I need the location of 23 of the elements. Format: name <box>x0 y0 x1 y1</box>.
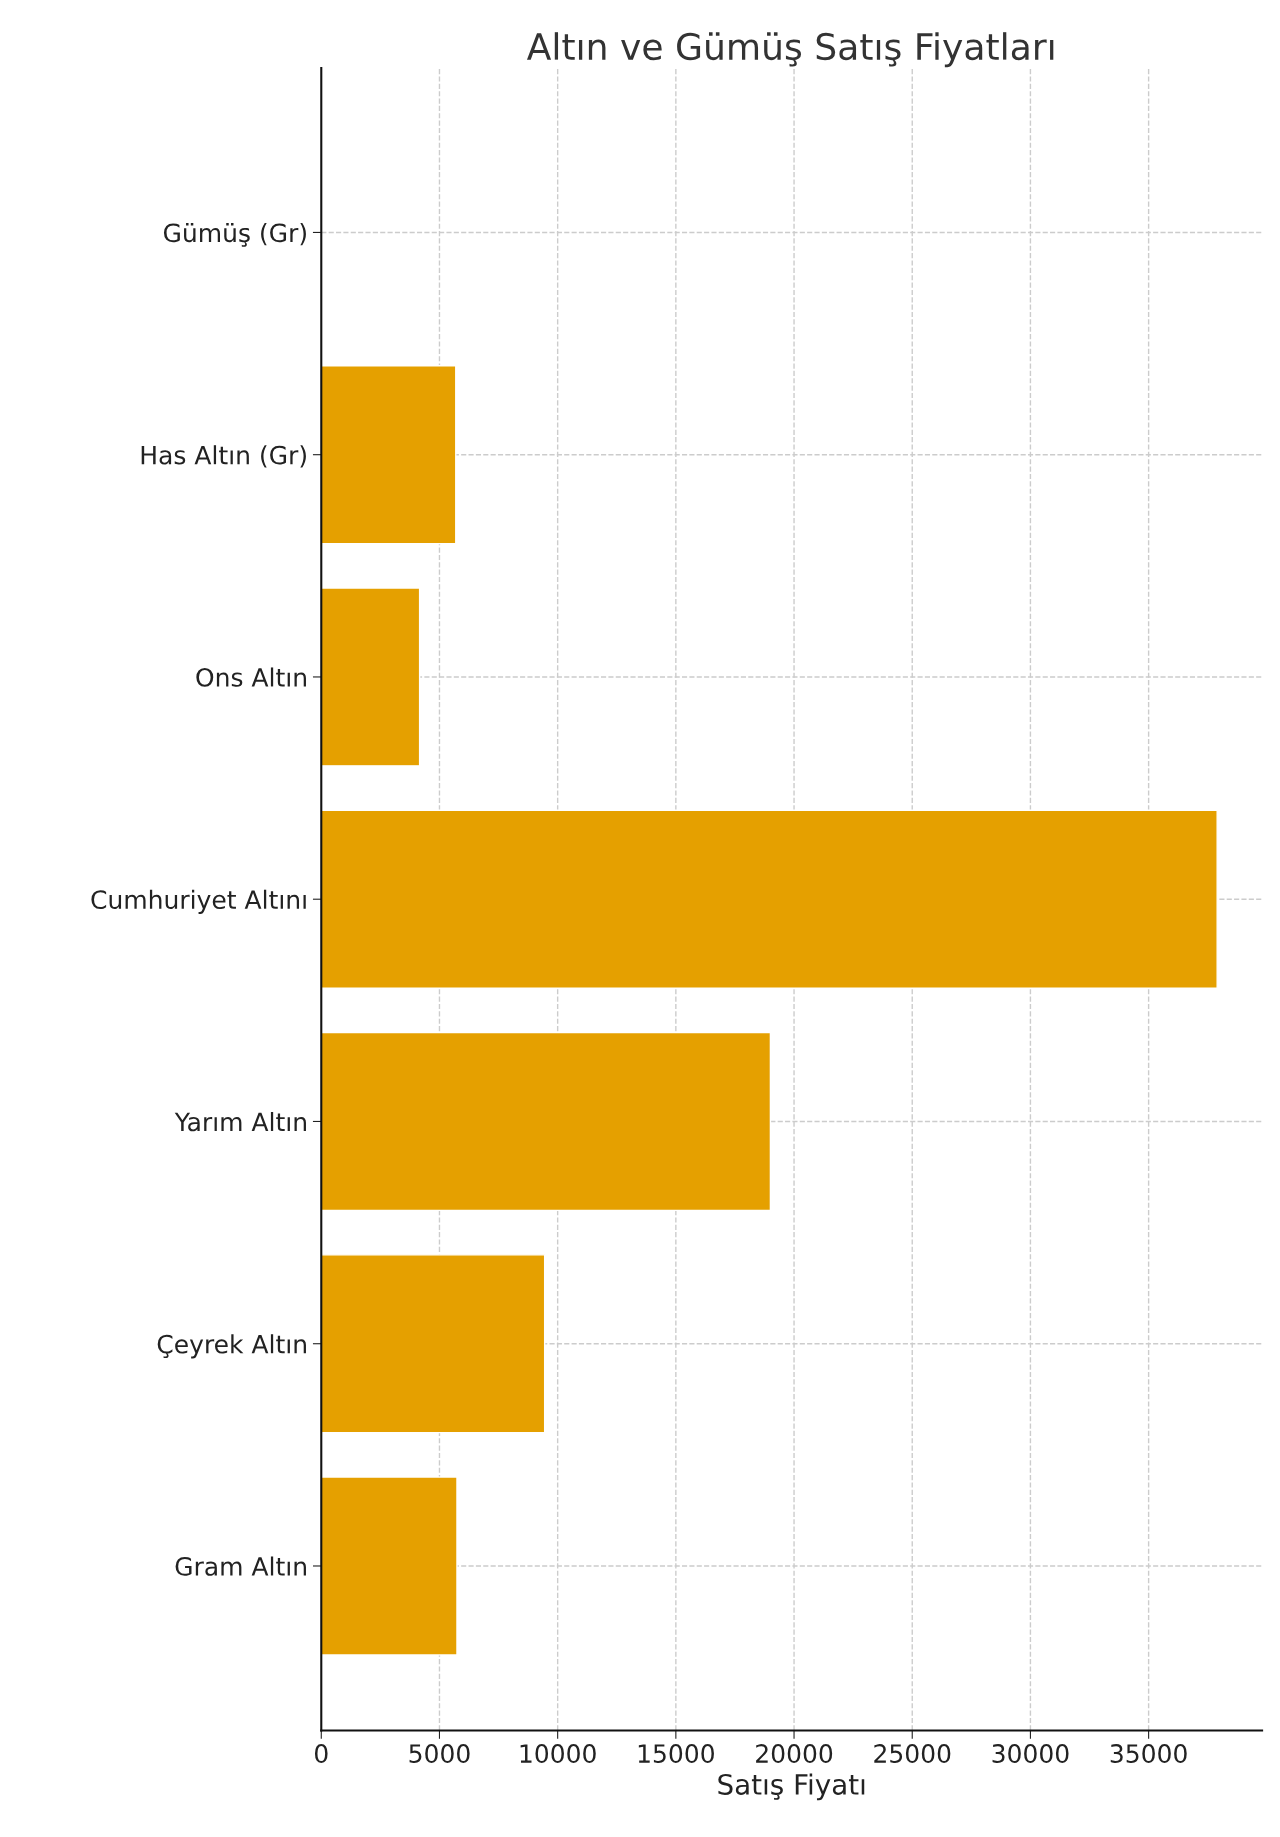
y-tick-label: Yarım Altın <box>174 1111 306 1132</box>
x-tick-label: 25000 <box>874 1744 951 1763</box>
x-tick-label: 35000 <box>1110 1744 1187 1763</box>
x-tick-label: 10000 <box>520 1744 596 1763</box>
y-tick-label: Gram Altın <box>175 1556 306 1576</box>
y-tick-label: Gümüş (Gr) <box>163 222 306 247</box>
x-tick-label: 30000 <box>992 1744 1069 1763</box>
bar <box>321 587 421 767</box>
x-tick-label: 0 <box>314 1744 328 1763</box>
x-tick-label: 5000 <box>409 1744 470 1763</box>
bar <box>321 809 1218 989</box>
y-tick-label: Has Altın (Gr) <box>141 445 306 468</box>
x-tick-label: 15000 <box>638 1744 714 1763</box>
y-tick-label: Çeyrek Altın <box>157 1334 306 1359</box>
x-axis-title: Satış Fiyatı <box>718 1773 865 1801</box>
y-tick-label: Ons Altın <box>196 667 306 687</box>
y-tick-label: Cumhuriyet Altını <box>91 889 306 914</box>
bar <box>321 365 457 545</box>
bar <box>321 1476 458 1656</box>
bar <box>321 1031 772 1212</box>
x-tick-label: 20000 <box>756 1744 833 1763</box>
bar <box>321 1254 546 1434</box>
chart-title: Altın ve Gümüş Satış Fiyatları <box>526 32 1054 68</box>
